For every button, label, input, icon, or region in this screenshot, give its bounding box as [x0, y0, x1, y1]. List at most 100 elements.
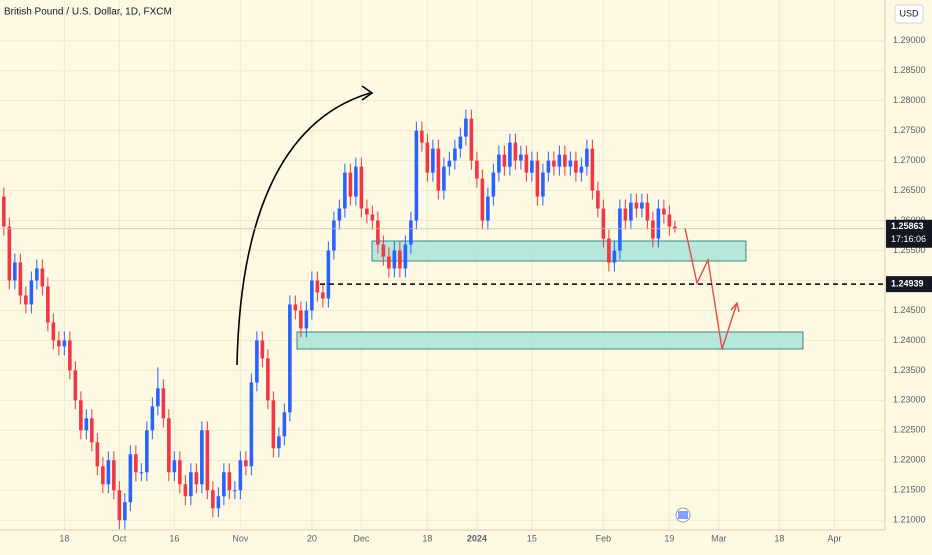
candle-body: [73, 370, 78, 401]
candle-body: [222, 472, 226, 497]
candle-body: [326, 250, 331, 299]
y-tick-label: 1.26500: [893, 185, 926, 195]
y-tick-label: 1.23500: [893, 365, 926, 375]
candle-body: [321, 292, 325, 299]
last-price-label: 1.25863: [891, 221, 924, 231]
candle-body: [200, 430, 204, 485]
candle-body: [128, 454, 133, 503]
candle-body: [101, 466, 105, 485]
target-zone: [296, 331, 804, 350]
candle-body: [585, 148, 589, 167]
candle-body: [645, 202, 650, 221]
candle-body: [370, 214, 375, 221]
candle-body: [343, 172, 347, 209]
arrow-head: [361, 85, 374, 101]
candle-body: [167, 418, 171, 473]
currency-label: USD: [899, 8, 919, 18]
x-tick-label: 19: [664, 533, 674, 543]
y-tick-label: 1.28500: [893, 65, 926, 75]
level-label: 1.24939: [891, 279, 924, 289]
candle-body: [453, 148, 457, 161]
candle-body: [79, 400, 83, 431]
x-tick-label: 20: [307, 533, 317, 543]
candle-body: [480, 178, 485, 221]
candle-body: [244, 460, 248, 467]
candle-body: [574, 160, 578, 173]
candle-body: [579, 166, 584, 173]
candle-body: [18, 262, 23, 296]
candle-body: [640, 202, 644, 209]
currency-button[interactable]: [894, 4, 924, 24]
candle-body: [238, 460, 243, 491]
candle-body: [7, 226, 12, 281]
x-tick-label: 18: [422, 533, 432, 543]
candle-body: [354, 166, 358, 197]
y-tick-label: 1.27500: [893, 125, 926, 135]
y-tick-label: 1.22000: [893, 455, 926, 465]
candle-body: [546, 160, 551, 173]
candle-body: [458, 136, 463, 149]
candle-body: [13, 262, 17, 281]
candle-body: [293, 304, 298, 311]
x-tick-label: 16: [169, 533, 179, 543]
candle-body: [634, 202, 639, 209]
y-tick-label: 1.24500: [893, 305, 926, 315]
candle-body: [282, 412, 287, 437]
axes: 1.21000 1.21500 1.22000 1.22500 1.23000 1.235…: [59, 35, 925, 543]
trend-arrow: [236, 92, 371, 366]
candle-body: [310, 280, 314, 311]
candle-body: [431, 148, 435, 173]
candle-body: [491, 172, 496, 197]
y-tick-label: 1.25500: [893, 245, 926, 255]
x-tick-label: Dec: [353, 533, 370, 543]
candle-body: [387, 256, 391, 269]
flag: [678, 511, 688, 519]
candle-body: [409, 220, 413, 245]
candle-body: [288, 304, 292, 413]
candle-body: [299, 310, 303, 329]
candle-body: [40, 268, 45, 287]
candle-body: [403, 244, 408, 269]
candle-body: [211, 490, 215, 509]
chart-title: British Pound / U.S. Dollar, 1D, FXCM: [4, 7, 172, 18]
candle-body: [508, 142, 512, 167]
candle-body: [150, 406, 155, 431]
y-tick-label: 1.22500: [893, 425, 926, 435]
candle-body: [332, 220, 336, 251]
candle-body: [51, 322, 56, 341]
x-tick-label: 2024: [467, 533, 487, 543]
candle-body: [260, 340, 265, 359]
candle-body: [398, 250, 402, 269]
candle-body: [502, 154, 507, 167]
candle-body: [161, 388, 166, 419]
candle-body: [178, 460, 182, 485]
candle-body: [249, 382, 254, 467]
candle-body: [35, 268, 39, 281]
candle-body: [381, 244, 386, 257]
candle-body: [651, 220, 655, 239]
candle-body: [315, 280, 320, 293]
level-badge: [886, 276, 932, 293]
x-tick-label: 18: [59, 533, 69, 543]
price-badge: [886, 219, 932, 248]
x-tick-label: Nov: [232, 533, 249, 543]
candle-body: [392, 250, 397, 269]
candle-body: [57, 340, 61, 347]
candle-body: [607, 238, 611, 263]
countdown-label: 17:16:06: [891, 234, 926, 244]
candle-body: [172, 460, 177, 473]
candle-body: [475, 160, 479, 179]
y-tick-label: 1.21000: [893, 515, 926, 525]
candle-body: [447, 160, 452, 167]
candle-body: [95, 442, 100, 467]
grid: [0, 0, 885, 530]
candle-body: [112, 460, 116, 491]
candle-body: [216, 496, 221, 509]
candle-body: [656, 208, 661, 239]
candle-body: [348, 172, 353, 197]
candle-body: [414, 130, 419, 221]
candle-body: [194, 472, 199, 485]
candle-body: [497, 154, 501, 173]
candle-body: [667, 214, 672, 227]
